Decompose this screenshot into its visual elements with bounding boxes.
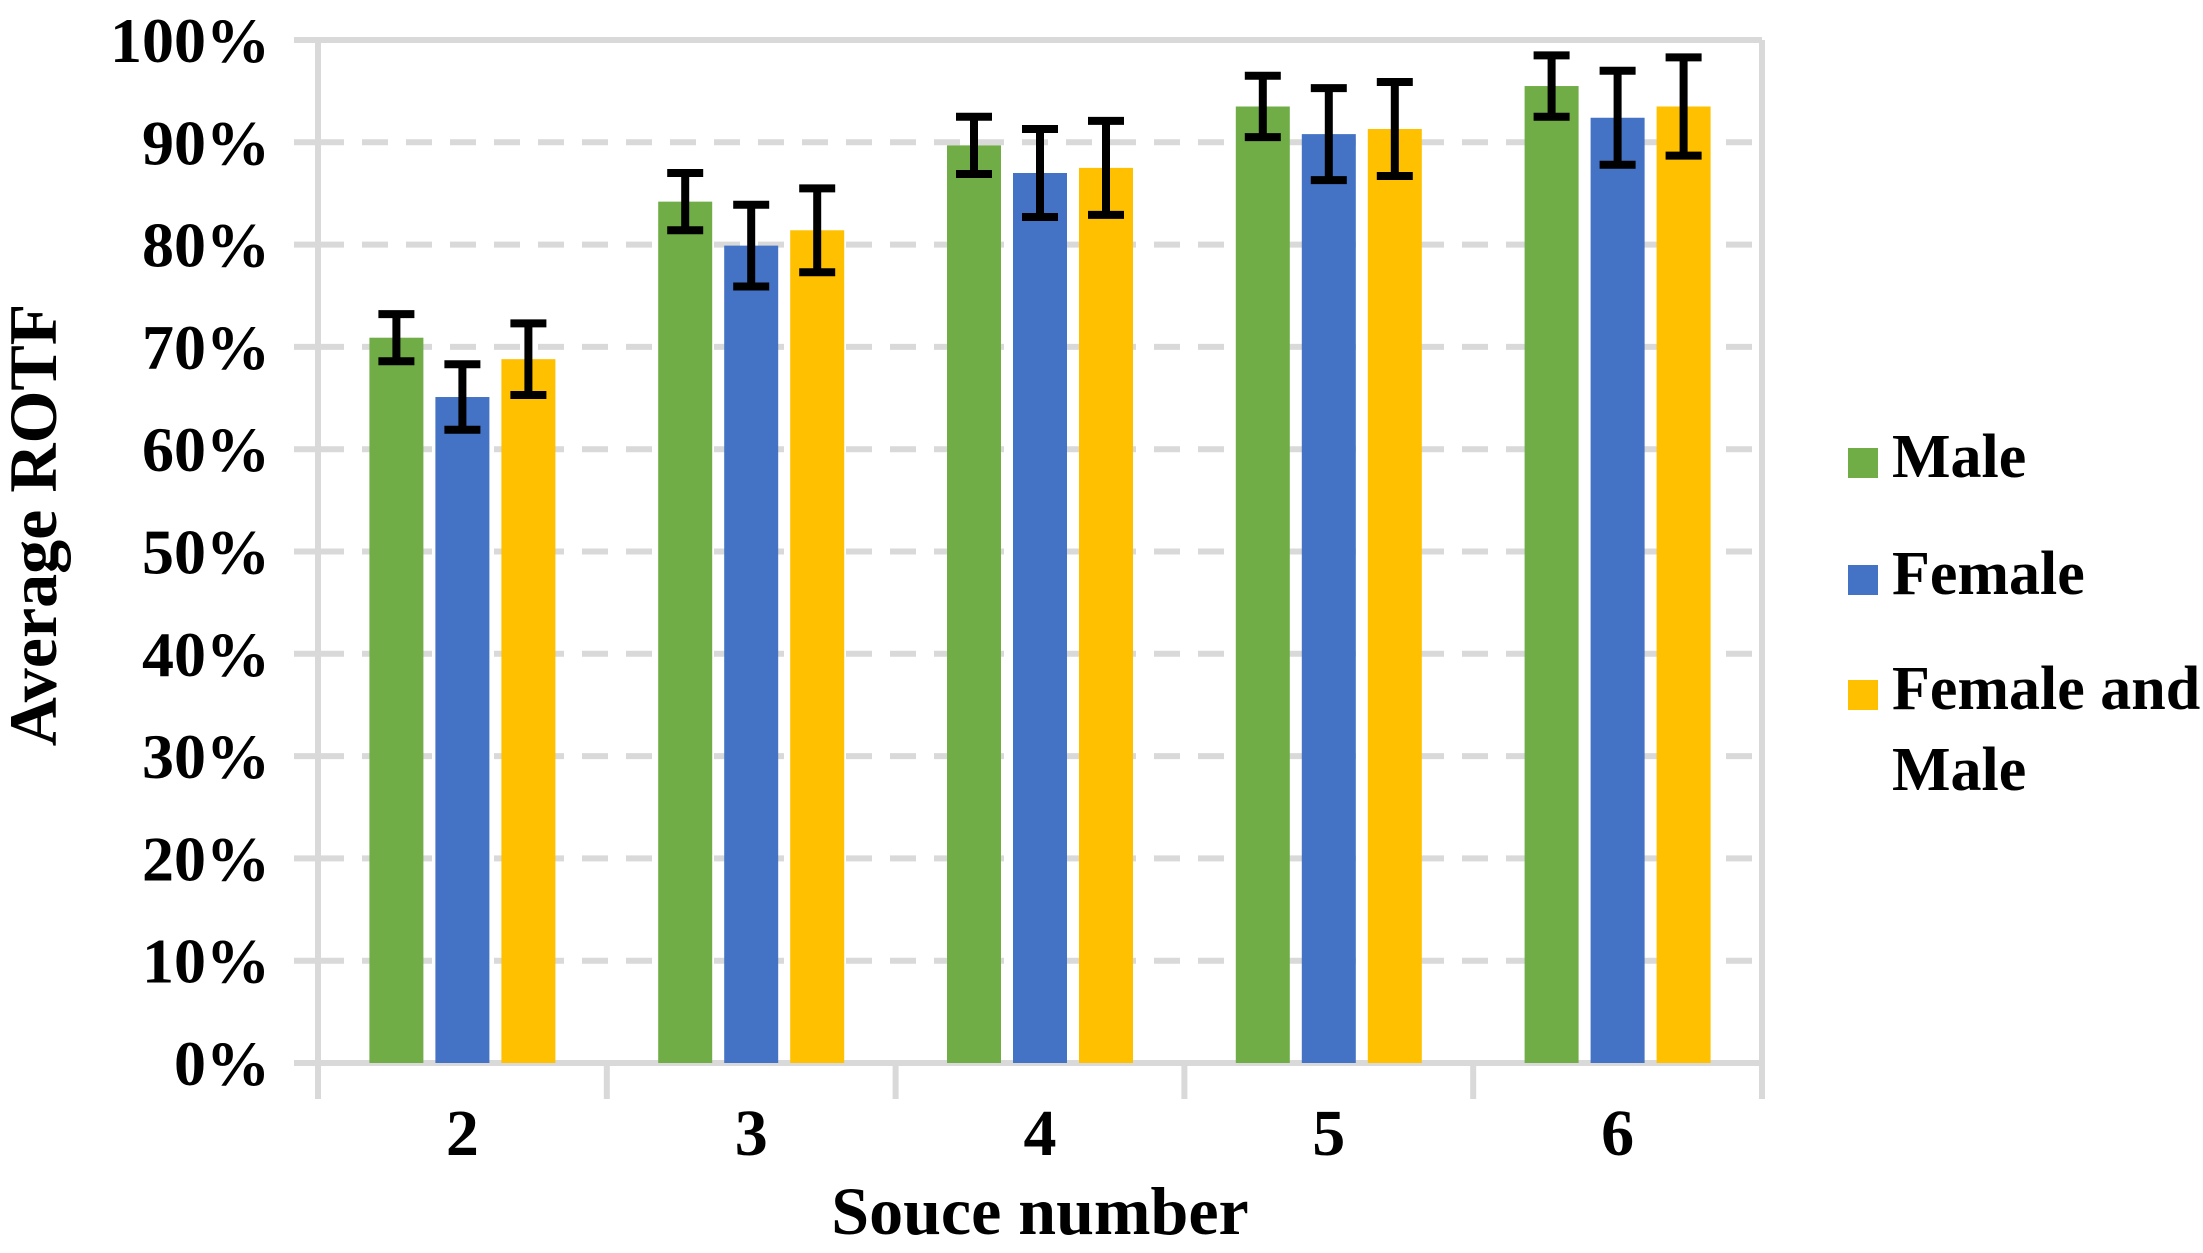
bar-female-and-male-cat-3 — [790, 230, 845, 1063]
y-tick-label-70: 70% — [142, 312, 270, 383]
bar-female-cat-2 — [435, 397, 490, 1064]
bar-male-cat-4 — [947, 145, 1001, 1063]
legend-swatch-male — [1848, 448, 1878, 478]
y-axis-title: Average ROTF — [0, 304, 71, 747]
bar-female-cat-3 — [724, 245, 779, 1064]
y-tick-label-90: 90% — [142, 107, 270, 178]
bar-male-cat-3 — [658, 201, 713, 1063]
legend-label-female-and-male-line-0: Female and — [1892, 655, 2200, 723]
y-tick-label-0: 0% — [174, 1028, 270, 1099]
x-category-label-3: 5 — [1312, 1097, 1345, 1170]
bar-male-cat-6 — [1524, 86, 1579, 1063]
y-tick-label-50: 50% — [142, 517, 270, 588]
legend-label-female-and-male-line-1: Male — [1892, 736, 2026, 804]
bar-female-cat-6 — [1590, 117, 1645, 1064]
legend-label-female: Female — [1892, 540, 2085, 608]
legend-swatch-female — [1848, 565, 1878, 595]
bar-female-and-male-cat-6 — [1656, 106, 1711, 1064]
y-tick-label-60: 60% — [142, 414, 270, 485]
x-category-label-2: 4 — [1024, 1097, 1057, 1170]
y-tick-label-100: 100% — [110, 5, 270, 76]
y-tick-label-20: 20% — [142, 823, 270, 894]
y-tick-label-40: 40% — [142, 619, 270, 690]
bar-female-and-male-cat-2 — [501, 359, 556, 1063]
x-category-label-0: 2 — [446, 1097, 479, 1170]
y-tick-label-80: 80% — [142, 210, 270, 281]
legend-label-male: Male — [1892, 423, 2026, 491]
bar-female-cat-5 — [1301, 134, 1356, 1064]
y-tick-label-30: 30% — [142, 721, 270, 792]
bar-female-and-male-cat-4 — [1079, 167, 1133, 1063]
bar-male-cat-2 — [369, 337, 424, 1063]
bar-female-cat-4 — [1013, 172, 1067, 1064]
bar-male-cat-5 — [1235, 106, 1290, 1064]
legend-swatch-female-and-male — [1848, 680, 1878, 710]
y-tick-label-10: 10% — [142, 926, 270, 997]
x-axis-title: Souce number — [831, 1173, 1248, 1248]
bar-female-and-male-cat-5 — [1367, 129, 1422, 1064]
x-category-label-1: 3 — [735, 1097, 768, 1170]
x-category-label-4: 6 — [1601, 1097, 1634, 1170]
